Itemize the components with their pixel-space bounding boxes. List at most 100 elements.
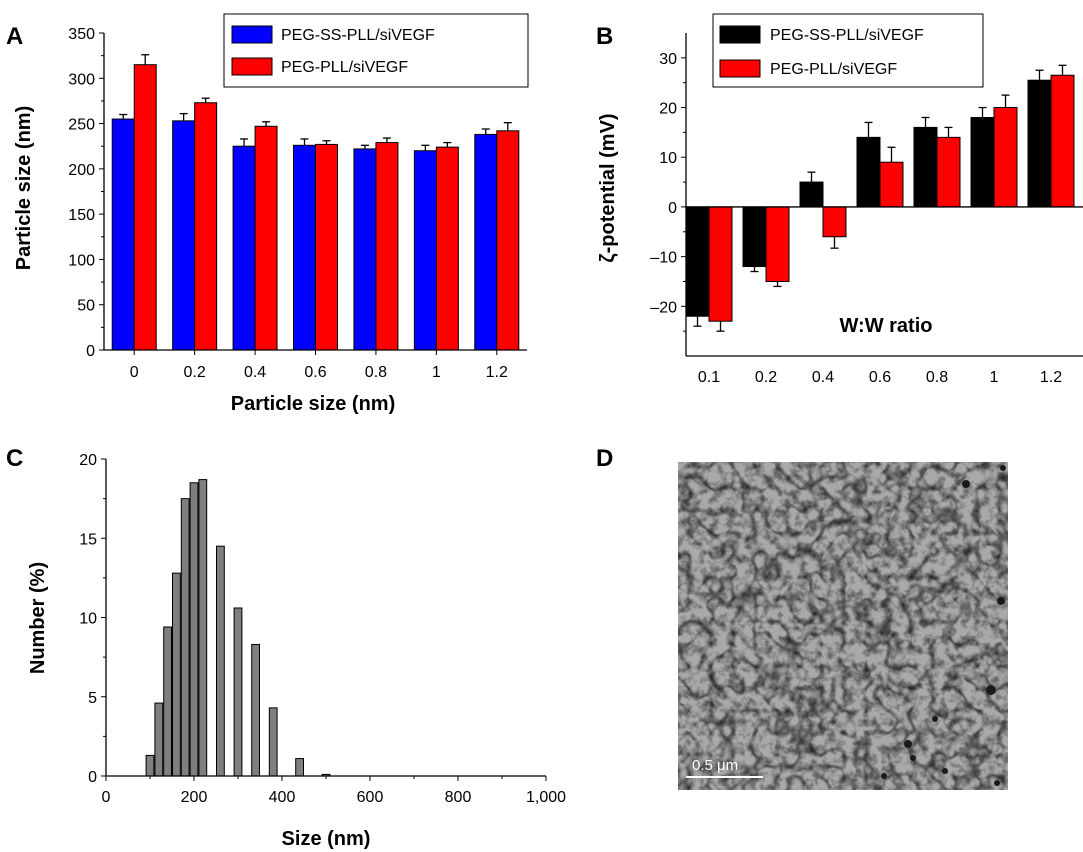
particle-size-axes: 0 0.2 0.4 0.6 0.8 1 1.2 0 50 100 150 200 250 300 350	[68, 26, 527, 381]
y-tick-label-0: 0	[668, 200, 677, 217]
panel-label-c: C	[6, 445, 23, 472]
bar-peg-ss-pll-sivegf-1-2	[1027, 79, 1052, 208]
bar-peg-ss-pll-sivegf-0	[111, 118, 135, 351]
bar-peg-pll-sivegf-0-8	[936, 136, 961, 208]
bar-peg-pll-sivegf-1-2	[1050, 74, 1075, 208]
tem-micrograph: 0.5 μm	[678, 462, 1008, 790]
histogram-bar-180	[180, 498, 190, 777]
legend-swatch-peg-pll	[231, 57, 273, 76]
bar-peg-ss-pll-sivegf-0-6	[293, 144, 316, 351]
histogram-bar-100	[145, 754, 155, 777]
size-x-axis-title: Size (nm)	[282, 828, 371, 850]
histogram-bar-140	[163, 626, 172, 777]
x-tick-label-1-2: 1.2	[1040, 369, 1062, 386]
legend-swatch-peg-ss-pll	[719, 25, 761, 44]
y-tick-label-100: 100	[68, 252, 95, 269]
bar-peg-pll-sivegf-0-4	[822, 206, 847, 238]
bar-peg-ss-pll-sivegf-1	[970, 116, 995, 208]
bar-peg-pll-sivegf-0-6	[879, 161, 904, 208]
bar-peg-ss-pll-sivegf-0-4	[232, 145, 256, 351]
y-tick-label-20: 20	[659, 101, 677, 118]
bar-peg-ss-pll-sivegf-0-1	[685, 206, 710, 317]
bar-peg-pll-sivegf-0-8	[375, 142, 399, 351]
y-tick-label-50: 50	[77, 298, 95, 315]
particle-size-y-axis-title: Particle size (nm)	[13, 106, 35, 271]
bar-peg-ss-pll-sivegf-0-8	[353, 148, 377, 351]
particle-size-bar-chart: 0 0.2 0.4 0.6 0.8 1 1.2 0 50 100 150 200 250 300 350 P…	[13, 13, 529, 415]
x-tick-label-1-2: 1.2	[486, 364, 508, 381]
histogram-bar-340	[251, 643, 260, 777]
particle-size-x-axis-title: Particle size (nm)	[231, 393, 396, 415]
zeta-potential-y-axis-title: ζ-potential (mV)	[597, 113, 619, 262]
legend-label-peg-pll: PEG-PLL/siVEGF	[281, 59, 408, 76]
bar-peg-pll-sivegf-1-2	[496, 130, 520, 351]
x-tick-label-1000: 1,000	[526, 789, 566, 806]
x-tick-label-0-6: 0.6	[304, 364, 326, 381]
bar-peg-ss-pll-sivegf-1	[413, 150, 437, 351]
legend-label-peg-ss-pll: PEG-SS-PLL/siVEGF	[770, 27, 924, 44]
number-y-axis-title: Number (%)	[27, 562, 49, 674]
legend-label-peg-pll: PEG-PLL/siVEGF	[770, 61, 897, 78]
particle-size-legend: PEG-SS-PLL/siVEGF PEG-PLL/siVEGF	[223, 13, 529, 88]
size-distribution-bars	[145, 479, 331, 777]
panel-label-b: B	[596, 23, 613, 50]
micrograph-grain-texture	[678, 462, 1008, 790]
y-tick-label-0: 0	[88, 769, 97, 786]
y-tick-label-15: 15	[79, 531, 97, 548]
x-tick-label-800: 800	[445, 789, 472, 806]
y-tick-label-30: 30	[659, 51, 677, 68]
x-tick-label-1: 1	[432, 364, 441, 381]
bar-peg-pll-sivegf-0-1	[708, 206, 733, 322]
histogram-bar-200	[189, 482, 199, 777]
bar-peg-pll-sivegf-0-4	[254, 125, 278, 351]
y-tick-label-0: 0	[86, 343, 95, 360]
panel-label-d: D	[596, 445, 613, 472]
histogram-bar-160	[172, 572, 181, 777]
bar-peg-ss-pll-sivegf-0-8	[913, 126, 938, 208]
histogram-bar-120	[154, 702, 164, 777]
bar-peg-ss-pll-sivegf-1-2	[474, 133, 498, 351]
bar-peg-pll-sivegf-1	[993, 107, 1018, 208]
legend-frame	[223, 13, 529, 88]
x-tick-label-0-1: 0.1	[698, 369, 720, 386]
x-tick-label-0: 0	[102, 789, 111, 806]
y-tick-label-300: 300	[68, 71, 95, 88]
micrograph-dark-particles	[881, 465, 1006, 786]
x-tick-label-200: 200	[181, 789, 208, 806]
histogram-bar-300	[233, 607, 243, 777]
zeta-potential-bars	[685, 64, 1075, 332]
bar-peg-ss-pll-sivegf-0-6	[856, 136, 881, 208]
legend-swatch-peg-pll	[719, 59, 761, 78]
scale-bar-label: 0.5 μm	[692, 757, 738, 774]
particle-size-bars	[111, 54, 520, 351]
zeta-potential-bar-chart: 0.1 0.2 0.4 0.6 0.8 1 1.2 –20 –10 0 10 20 30 W:W rat…	[597, 13, 1083, 386]
panel-label-a: A	[6, 23, 23, 50]
bar-peg-ss-pll-sivegf-0-4	[799, 181, 824, 208]
histogram-bar-220	[198, 479, 208, 777]
x-tick-label-400: 400	[269, 789, 296, 806]
legend-swatch-peg-ss-pll	[231, 25, 273, 44]
x-tick-label-0-2: 0.2	[755, 369, 777, 386]
y-tick-label--20: –20	[650, 299, 677, 316]
bar-peg-pll-sivegf-1	[435, 146, 459, 351]
y-tick-label-350: 350	[68, 26, 95, 43]
histogram-bar-440	[295, 758, 305, 777]
y-tick-label-200: 200	[68, 162, 95, 179]
legend-label-peg-ss-pll: PEG-SS-PLL/siVEGF	[281, 27, 435, 44]
x-tick-label-0: 0	[130, 364, 139, 381]
x-tick-label-1: 1	[990, 369, 999, 386]
x-tick-label-600: 600	[357, 789, 384, 806]
bar-peg-pll-sivegf-0-6	[315, 143, 338, 351]
x-tick-label-0-6: 0.6	[869, 369, 891, 386]
zeta-potential-x-axis-title: W:W ratio	[840, 315, 933, 337]
y-tick-label-20: 20	[79, 452, 97, 469]
x-tick-label-0-8: 0.8	[926, 369, 948, 386]
y-tick-label-150: 150	[68, 207, 95, 224]
x-tick-label-0-2: 0.2	[184, 364, 206, 381]
y-tick-label-5: 5	[88, 690, 97, 707]
zeta-potential-legend: PEG-SS-PLL/siVEGF PEG-PLL/siVEGF	[712, 13, 984, 88]
bar-peg-ss-pll-sivegf-0-2	[742, 206, 767, 268]
x-tick-label-0-8: 0.8	[365, 364, 387, 381]
